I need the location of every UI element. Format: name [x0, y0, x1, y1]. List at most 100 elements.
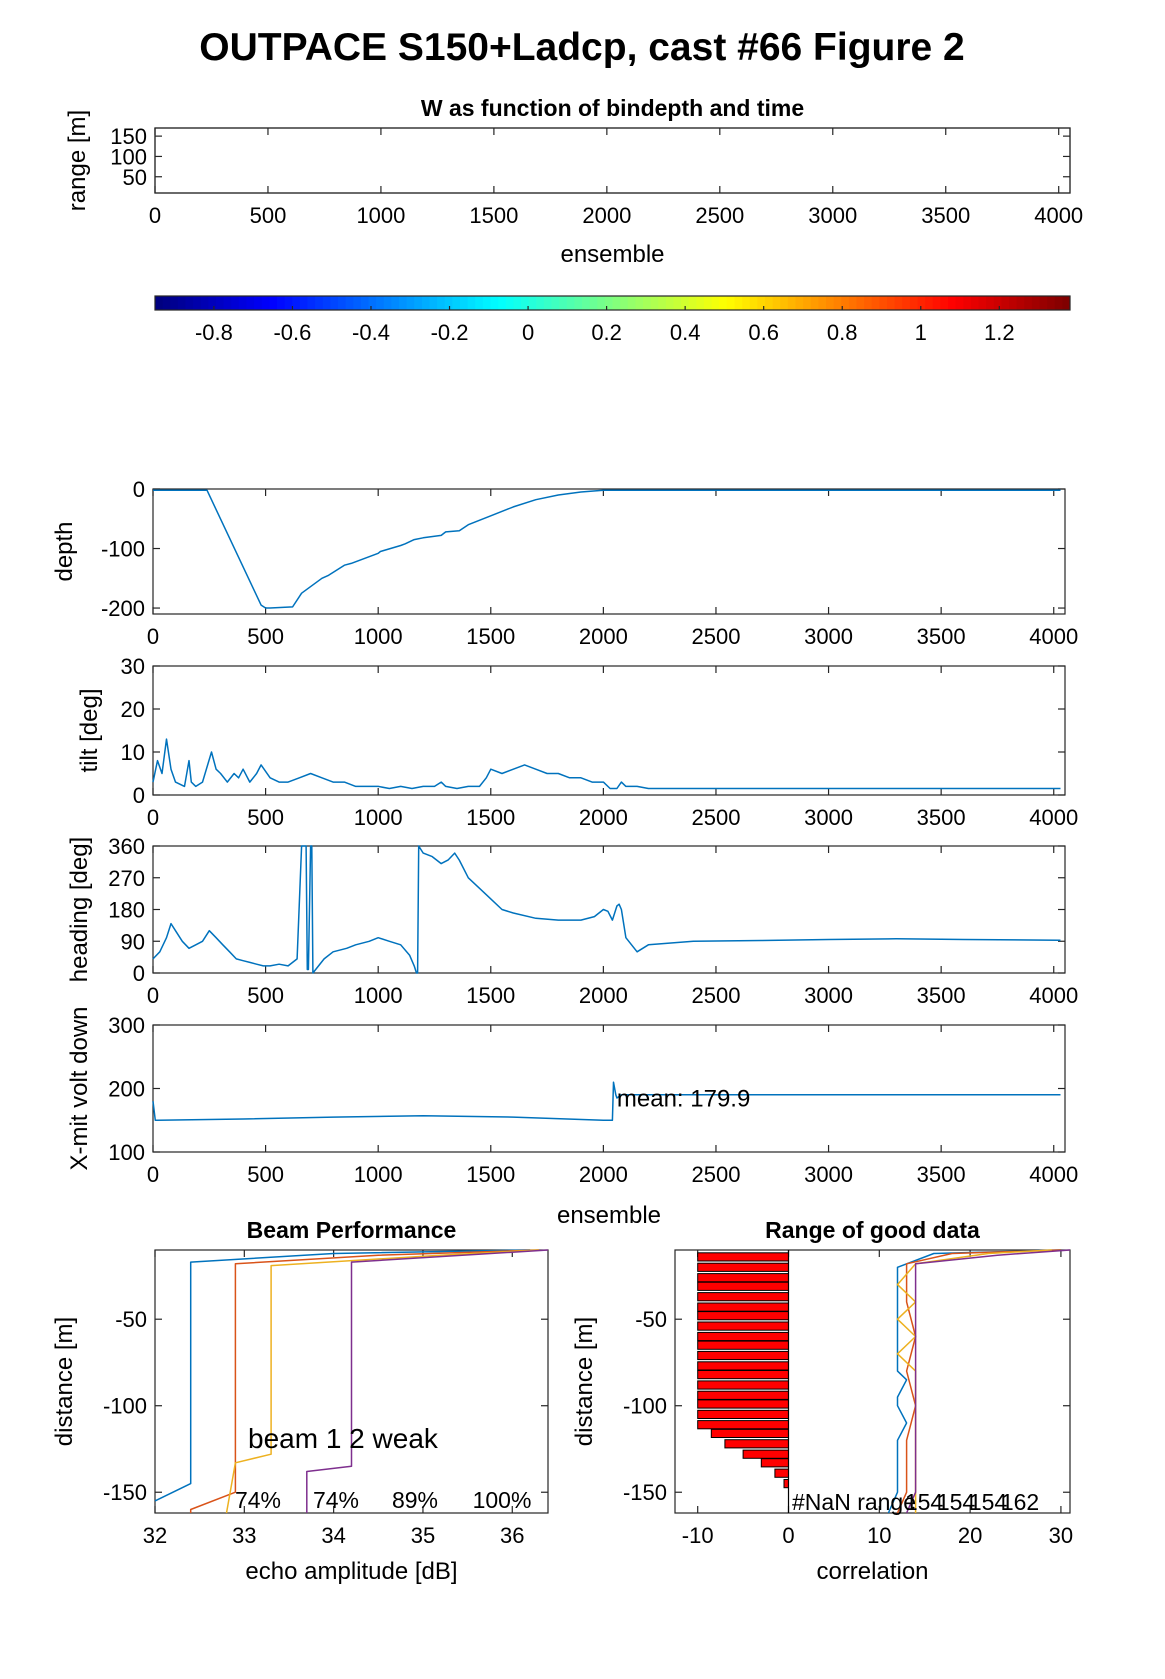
- tilt-series: [152, 738, 1061, 790]
- x-tick-label: 3500: [917, 983, 966, 1008]
- nan-bar: [774, 1468, 790, 1478]
- nan-count-label: 154: [969, 1489, 1008, 1515]
- depth-axes: [152, 488, 1066, 615]
- y-axis-label: distance [m]: [571, 1317, 598, 1446]
- x-tick-label: 1000: [354, 624, 403, 649]
- y-tick-label: 30: [121, 654, 145, 679]
- y-tick-label: 0: [133, 783, 145, 808]
- colorbar-tick-label: 0.4: [670, 320, 701, 345]
- x-tick-label: 1500: [466, 805, 515, 830]
- x-tick-label: 3500: [917, 624, 966, 649]
- x-tick-label: 4000: [1029, 805, 1078, 830]
- x-tick-label: 1000: [354, 1162, 403, 1187]
- x-tick-label: 0: [147, 624, 159, 649]
- x-tick-label: 1000: [354, 805, 403, 830]
- x-tick-label: 36: [500, 1523, 524, 1548]
- heading-axes-frame: [152, 845, 1066, 974]
- axes-title: W as function of bindepth and time: [421, 95, 804, 121]
- x-tick-label: 2000: [579, 805, 628, 830]
- x-tick-label: 1500: [466, 1162, 515, 1187]
- x-tick-label: 2000: [579, 983, 628, 1008]
- nan-bar: [697, 1292, 790, 1302]
- x-tick-label: 1000: [354, 983, 403, 1008]
- x-tick-label: 0: [147, 805, 159, 830]
- x-tick-label: 500: [247, 983, 284, 1008]
- y-tick-label: 20: [121, 697, 145, 722]
- x-tick-label: 3500: [917, 1162, 966, 1187]
- corr-beam-3-line: [896, 1249, 1052, 1513]
- xmit-series: [152, 1081, 1061, 1122]
- tilt-axes-frame: [152, 665, 1066, 796]
- x-tick-label: 3000: [804, 1162, 853, 1187]
- y-axis-label: tilt [deg]: [76, 688, 103, 772]
- beam-4-line: [306, 1249, 549, 1513]
- colorbar-tick-label: -0.2: [431, 320, 469, 345]
- nan-bar: [760, 1458, 789, 1468]
- x-tick-label: 1500: [466, 983, 515, 1008]
- nan-bar: [697, 1390, 790, 1400]
- x-tick-label: 3500: [921, 203, 970, 228]
- y-axis-label: depth: [51, 521, 78, 581]
- beam-1-line: [154, 1249, 531, 1502]
- xmit-mean-annotation: mean: 179.9: [617, 1085, 750, 1112]
- x-tick-label: 32: [143, 1523, 167, 1548]
- corr-beam-4-line: [905, 1249, 1071, 1514]
- x-tick-label: 4000: [1029, 624, 1078, 649]
- nan-bar: [697, 1252, 790, 1262]
- x-tick-label: 2500: [695, 203, 744, 228]
- x-tick-label: 1500: [469, 203, 518, 228]
- colorbar-tick-label: -0.6: [273, 320, 311, 345]
- heatmap-axes-frame: [154, 127, 1071, 194]
- xmit-axes: [152, 1024, 1066, 1153]
- y-tick-label: 90: [121, 929, 145, 954]
- y-tick-label: -100: [103, 1394, 147, 1419]
- colorbar-tick-label: 0.8: [827, 320, 858, 345]
- x-tick-label: 34: [321, 1523, 345, 1548]
- beam-percent-label: 74%: [313, 1487, 359, 1513]
- nan-bar: [697, 1409, 790, 1420]
- nan-bar: [697, 1380, 790, 1390]
- x-tick-label: 3000: [808, 203, 857, 228]
- y-tick-label: 300: [108, 1013, 145, 1038]
- x-tick-label: 0: [782, 1523, 794, 1548]
- nan-bar: [697, 1340, 790, 1350]
- beam-percent-label: 74%: [235, 1487, 281, 1513]
- x-axis-label: ensemble: [560, 241, 664, 268]
- nan-range-annotation: #NaN range: [792, 1489, 916, 1515]
- colorbar-tick-label: 0.6: [748, 320, 779, 345]
- y-tick-label: 100: [108, 1140, 145, 1165]
- y-tick-label: 270: [108, 866, 145, 891]
- nan-bar: [697, 1281, 790, 1291]
- colorbar-tick-label: -0.4: [352, 320, 390, 345]
- x-axis-label: ensemble: [557, 1202, 661, 1229]
- range-axes-frame: [674, 1249, 1071, 1514]
- x-tick-label: 0: [147, 1162, 159, 1187]
- nan-bar: [697, 1273, 790, 1283]
- x-tick-label: 2000: [579, 1162, 628, 1187]
- colorbar-tick-label: 1.2: [984, 320, 1015, 345]
- x-tick-label: 1500: [466, 624, 515, 649]
- xmit-axes-frame: [152, 1024, 1066, 1153]
- x-tick-label: 3000: [804, 983, 853, 1008]
- nan-bar: [697, 1399, 790, 1409]
- nan-count-label: 162: [1001, 1489, 1039, 1515]
- x-tick-label: 2500: [691, 983, 740, 1008]
- x-tick-label: 2000: [579, 624, 628, 649]
- y-tick-label: -50: [635, 1307, 667, 1332]
- heading-axes: [152, 845, 1066, 974]
- nan-count-label: 154: [905, 1489, 944, 1515]
- y-tick-label: -100: [101, 537, 145, 562]
- depth-series: [153, 489, 1061, 609]
- x-tick-label: 3000: [804, 805, 853, 830]
- y-tick-label: -200: [101, 596, 145, 621]
- y-tick-label: 180: [108, 898, 145, 923]
- x-tick-label: 3500: [917, 805, 966, 830]
- y-axis-label: heading [deg]: [66, 837, 93, 982]
- y-axis-label: X-mit volt down: [66, 1006, 93, 1170]
- y-tick-label: 0: [133, 961, 145, 986]
- x-tick-label: 3000: [804, 624, 853, 649]
- tilt-axes: [152, 665, 1066, 796]
- x-tick-label: 0: [147, 983, 159, 1008]
- x-tick-label: 500: [250, 203, 287, 228]
- nan-bars: [697, 1252, 790, 1489]
